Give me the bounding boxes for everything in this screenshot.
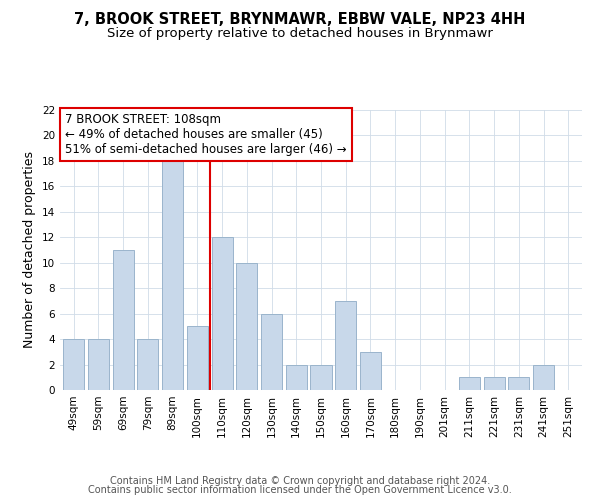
Bar xyxy=(113,250,134,390)
Y-axis label: Number of detached properties: Number of detached properties xyxy=(23,152,37,348)
Bar xyxy=(261,314,282,390)
Bar xyxy=(360,352,381,390)
Bar xyxy=(88,339,109,390)
Bar xyxy=(508,378,529,390)
Text: Contains HM Land Registry data © Crown copyright and database right 2024.: Contains HM Land Registry data © Crown c… xyxy=(110,476,490,486)
Bar xyxy=(335,301,356,390)
Bar xyxy=(212,238,233,390)
Bar xyxy=(63,339,84,390)
Bar xyxy=(236,262,257,390)
Text: Size of property relative to detached houses in Brynmawr: Size of property relative to detached ho… xyxy=(107,28,493,40)
Bar xyxy=(137,339,158,390)
Text: 7, BROOK STREET, BRYNMAWR, EBBW VALE, NP23 4HH: 7, BROOK STREET, BRYNMAWR, EBBW VALE, NP… xyxy=(74,12,526,28)
Bar xyxy=(484,378,505,390)
Bar xyxy=(187,326,208,390)
Bar xyxy=(162,161,183,390)
Text: 7 BROOK STREET: 108sqm
← 49% of detached houses are smaller (45)
51% of semi-det: 7 BROOK STREET: 108sqm ← 49% of detached… xyxy=(65,113,347,156)
Bar xyxy=(533,364,554,390)
Bar xyxy=(286,364,307,390)
Text: Contains public sector information licensed under the Open Government Licence v3: Contains public sector information licen… xyxy=(88,485,512,495)
Bar xyxy=(310,364,332,390)
Bar xyxy=(459,378,480,390)
